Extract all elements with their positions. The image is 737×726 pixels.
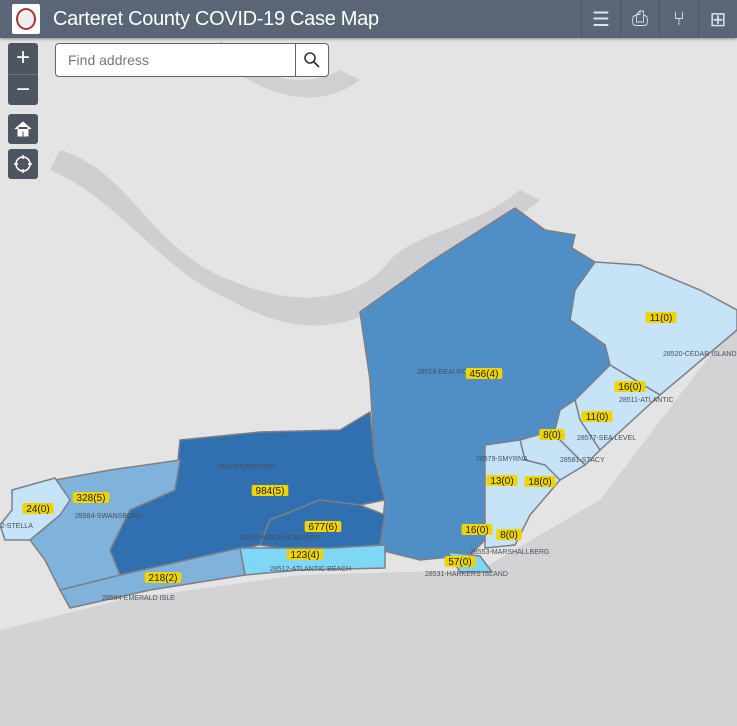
zoom-in-button[interactable]: + [15,44,30,71]
case-count-badge [465,368,503,379]
zip-label: 28581-STACY [560,457,605,464]
app-title: Carteret County COVID-19 Case Map [53,7,379,30]
zip-label: 28582-STELLA [0,523,33,530]
share-button[interactable]: ⑂ [659,0,698,38]
home-button[interactable] [8,114,38,144]
case-count-badge [539,429,565,440]
print-icon: ⎙ [632,7,648,30]
zip-label: 28579-SMYRNA [476,456,528,463]
case-count-badge [461,524,493,535]
case-count[interactable]: 8(0) [543,430,561,441]
search-button[interactable] [295,44,328,76]
locate-icon [14,155,32,173]
zip-area-smyrna[interactable] [484,439,562,549]
list-icon: ☰ [592,8,610,31]
search-icon [304,52,320,68]
case-count-badge [251,485,289,496]
case-count-badge [645,312,677,323]
home-icon [14,121,32,137]
case-count-badge [524,476,556,487]
case-count[interactable]: 57(0) [448,557,471,568]
county-seal-logo [12,4,40,34]
case-count-badge [22,503,54,514]
print-button[interactable]: ⎙ [620,0,659,38]
case-count-badge [444,556,476,567]
add-data-button[interactable]: ⊞ [698,0,737,38]
zip-label: 28511-ATLANTIC [619,397,674,404]
zip-label: 28577-SEA LEVEL [577,435,636,442]
zip-label: 28557-MOREHEAD CITY [240,535,320,542]
case-count[interactable]: 328(5) [77,493,106,504]
search-input[interactable] [56,44,295,76]
address-search [55,43,329,77]
add-data-icon: ⊞ [709,8,727,31]
case-count[interactable]: 456(4) [470,369,499,380]
case-count-badge [496,529,522,540]
zip-label: 28584-SWANSBORO [75,513,143,520]
case-count-badge [72,492,110,503]
case-count[interactable]: 984(5) [256,486,285,497]
legend-list-button[interactable]: ☰ [581,0,620,38]
zip-label: 28512-ATLANTIC BEACH [270,566,351,573]
case-count[interactable]: 11(0) [650,313,673,324]
case-count[interactable]: 677(6) [309,522,338,533]
zip-label: 28531-HARKERS ISLAND [425,571,508,578]
case-count-badge [304,521,342,532]
case-count[interactable]: 16(0) [465,525,488,536]
case-count[interactable]: 16(0) [618,382,641,393]
case-count-badge [581,411,613,422]
zoom-out-button[interactable]: − [8,74,38,105]
zip-label: 28516-BEAUFORT [417,369,478,376]
case-count-badge [614,381,646,392]
case-count-badge [144,572,182,583]
app-header: Carteret County COVID-19 Case Map ☰ ⎙ ⑂ … [0,0,737,38]
zip-label: 28570-NEWPORT [218,464,276,471]
case-count[interactable]: 18(0) [528,477,551,488]
locate-button[interactable] [8,149,38,179]
case-count[interactable]: 24(0) [26,504,49,515]
zip-label: 28520-CEDAR ISLAND [663,351,737,358]
case-count-badge [286,549,324,560]
case-count-badge [486,475,518,486]
case-count[interactable]: 218(2) [149,573,178,584]
case-count[interactable]: 8(0) [500,530,518,541]
case-count[interactable]: 123(4) [291,550,320,561]
zoom-control: + − [8,43,38,105]
case-count[interactable]: 11(0) [586,412,609,423]
case-count[interactable]: 13(0) [490,476,513,487]
zip-label: 28553-MARSHALLBERG [470,549,549,556]
share-icon: ⑂ [673,7,685,30]
zip-label: 28594-EMERALD ISLE [102,595,175,602]
